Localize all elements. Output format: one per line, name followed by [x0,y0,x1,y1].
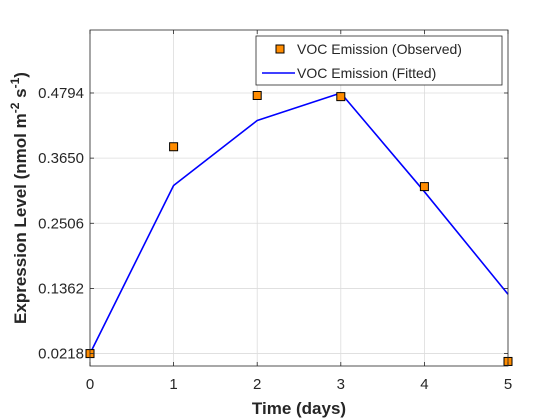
x-tick-label: 5 [504,376,512,393]
y-axis-label-sup1: -2 [8,102,22,113]
observed-point [336,92,346,102]
y-axis-ticks: 0.0218 0.1362 0.2506 0.3650 0.4794 [38,85,508,363]
y-axis-label-end: ) [11,72,30,78]
observed-point [252,90,262,100]
legend-marker-observed [275,44,285,54]
y-axis-label-sup2: -1 [8,77,22,88]
x-tick-label: 1 [169,376,177,393]
grid [89,30,509,366]
x-tick-label: 4 [420,376,428,393]
legend-label-observed: VOC Emission (Observed) [297,41,462,57]
x-axis-label: Time (days) [252,399,346,418]
plot-area [90,30,508,366]
series-line-layer [89,92,509,354]
x-tick-label: 0 [86,376,94,393]
fitted-series-line [89,92,509,354]
y-tick-label: 0.4794 [38,85,84,102]
legend-label-fitted: VOC Emission (Fitted) [297,65,436,81]
x-axis-ticks: 0 1 2 3 4 5 [86,30,512,393]
legend-box [255,35,503,86]
plot-box [89,29,509,367]
x-tick-label: 3 [337,376,345,393]
y-axis-label-mid: s [11,88,30,102]
y-tick-label: 0.1362 [38,280,84,297]
y-axis-label-main: Expression Level (nmol m [11,113,30,324]
observed-point [419,182,429,192]
observed-point [169,142,179,152]
y-axis-label: Expression Level (nmol m-2 s-1) [8,72,30,324]
y-tick-label: 0.3650 [38,150,84,167]
x-tick-label: 2 [253,376,261,393]
legend: VOC Emission (Observed) VOC Emission (Fi… [255,35,503,86]
y-tick-label: 0.2506 [38,215,84,232]
y-tick-label: 0.0218 [38,346,84,363]
